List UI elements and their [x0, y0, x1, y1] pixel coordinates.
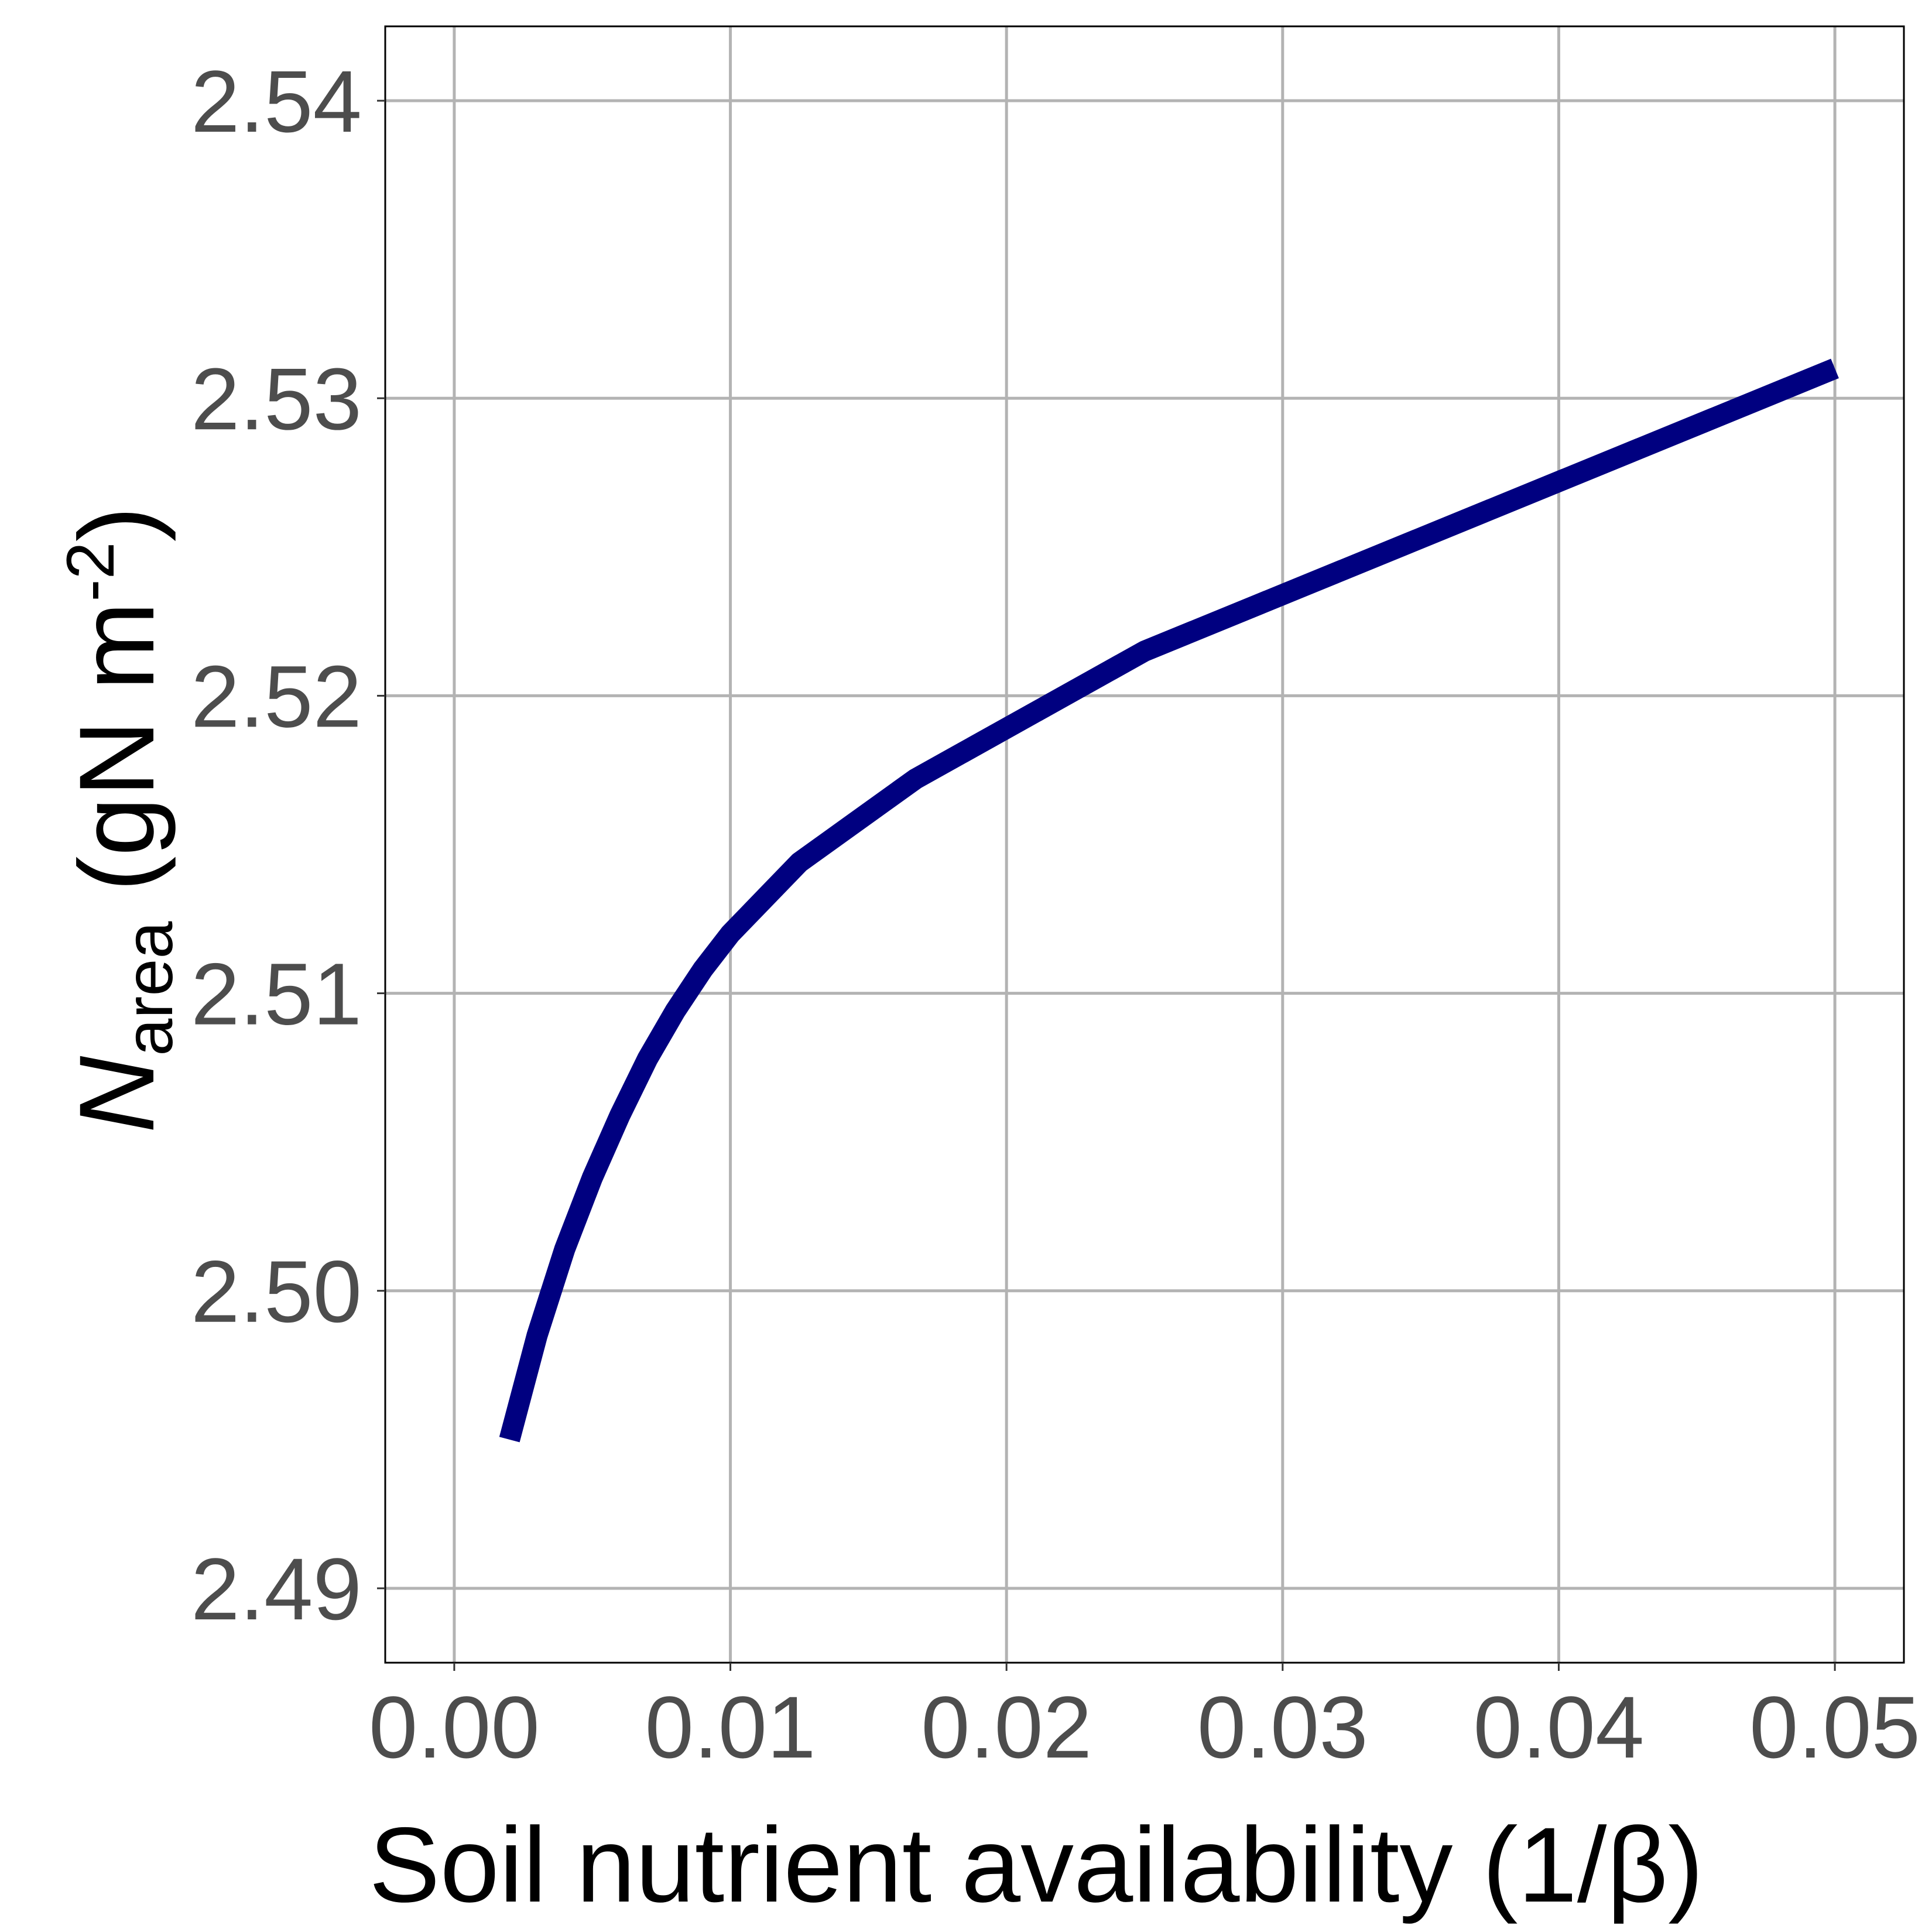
y-tick-labels: 2.49 2.50 2.51 2.52 2.53 2.54 — [191, 52, 362, 1638]
x-tick-label: 0.01 — [645, 1678, 816, 1776]
y-axis-units-close: ) — [57, 506, 176, 542]
y-tick-label: 2.52 — [191, 647, 362, 745]
x-tick-label: 0.03 — [1197, 1678, 1368, 1776]
series-line — [499, 358, 1839, 1443]
x-tick-label: 0.05 — [1749, 1678, 1920, 1776]
panel-border — [384, 25, 1905, 1664]
y-axis-symbol: N — [57, 1056, 176, 1133]
x-tick-labels: 0.00 0.01 0.02 0.03 0.04 0.05 — [369, 1678, 1920, 1776]
y-axis-title: Narea (gN m-2) — [53, 506, 187, 1133]
y-axis-units: (gN m — [57, 602, 176, 922]
y-axis-superscript: -2 — [53, 542, 128, 601]
y-tick-label: 2.49 — [191, 1540, 362, 1638]
y-axis-subscript: area — [112, 922, 187, 1056]
y-tick-label: 2.54 — [191, 52, 362, 150]
y-tick-label: 2.51 — [191, 945, 362, 1043]
y-tick-label: 2.53 — [191, 350, 362, 448]
x-tick-label: 0.04 — [1473, 1678, 1644, 1776]
grid-lines — [385, 26, 1904, 1663]
x-tick-label: 0.00 — [369, 1678, 540, 1776]
axis-ticks — [377, 100, 1836, 1671]
y-tick-label: 2.50 — [191, 1242, 362, 1341]
x-axis-title: Soil nutrient availability (1/β) — [369, 1805, 1704, 1924]
x-tick-label: 0.02 — [921, 1678, 1092, 1776]
series-layer — [499, 358, 1839, 1443]
